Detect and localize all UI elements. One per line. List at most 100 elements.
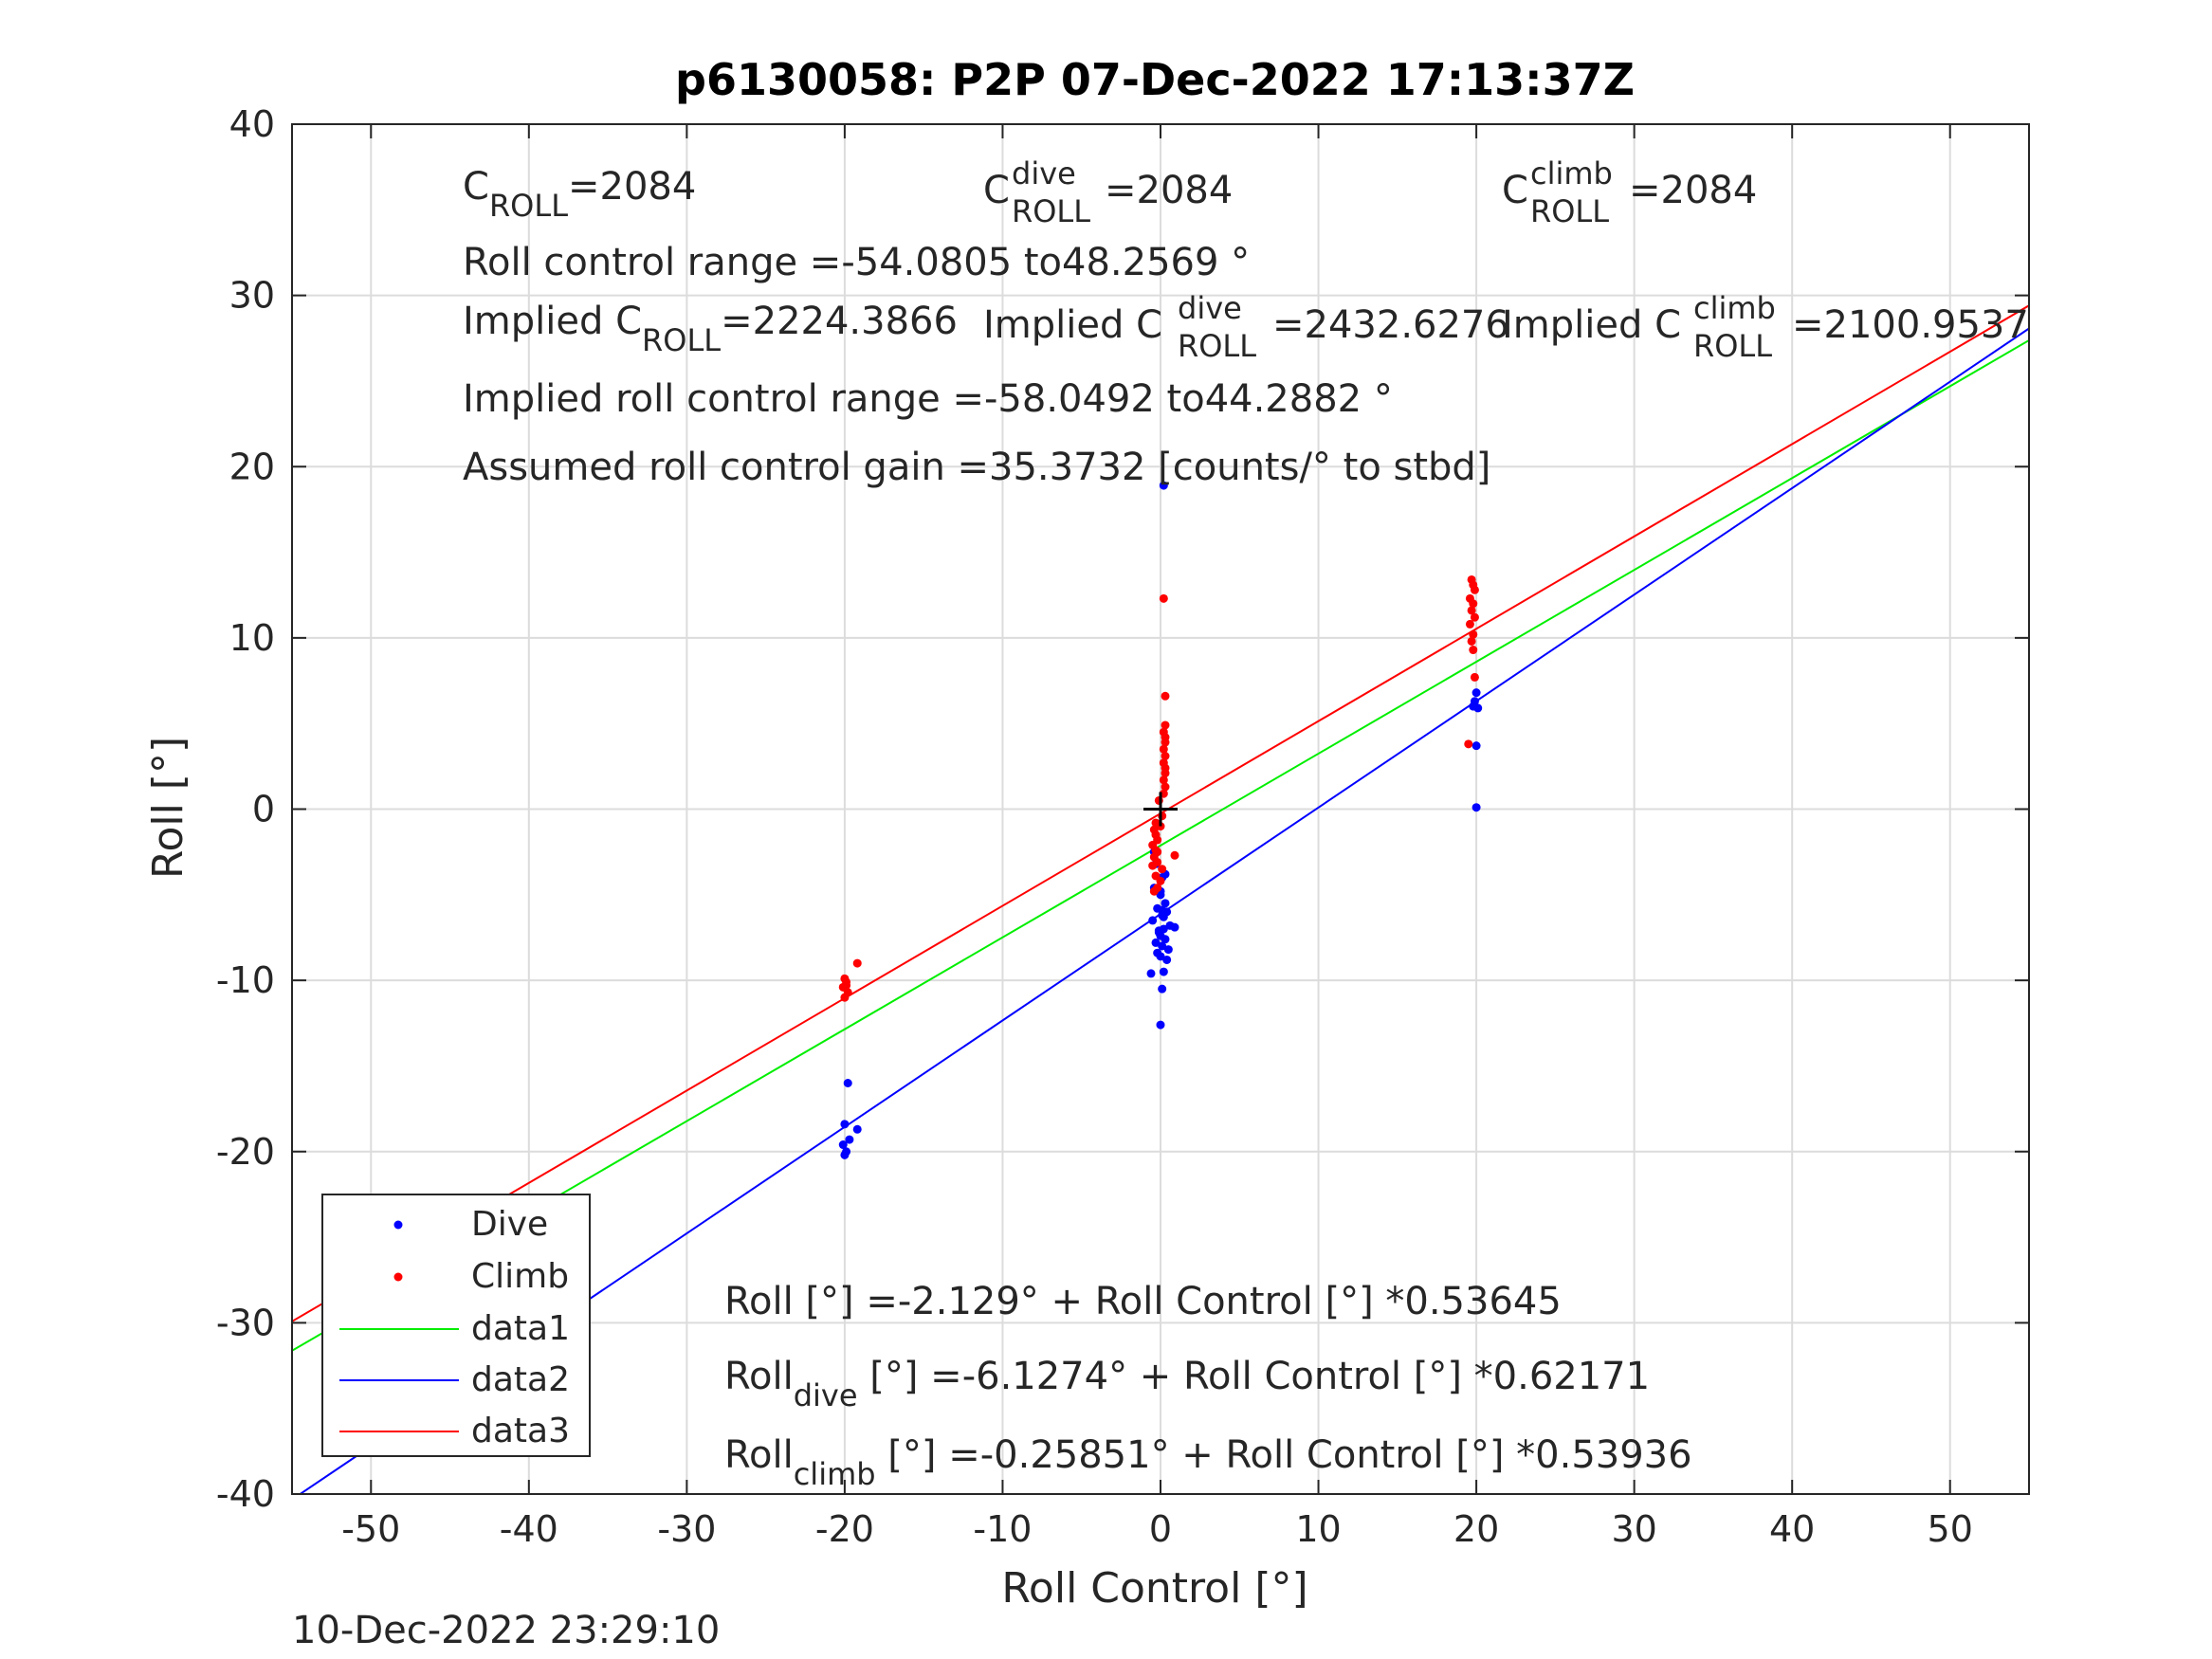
climb-point — [840, 993, 850, 1002]
x-tick-label: 30 — [1611, 1508, 1656, 1550]
climb-point — [1470, 612, 1479, 622]
climb-point — [1159, 744, 1168, 754]
svg-text:climb: climb — [1530, 155, 1613, 191]
dive-point — [1161, 935, 1170, 944]
climb-point — [1161, 691, 1170, 701]
dive-point — [1163, 945, 1173, 955]
legend-label-dive: Dive — [471, 1205, 548, 1244]
legend-label-data3: data3 — [471, 1412, 570, 1450]
y-tick-label: 30 — [229, 275, 275, 317]
climb-point — [1153, 848, 1162, 857]
climb-point — [1159, 593, 1168, 603]
climb-point — [1470, 585, 1479, 594]
climb-point — [1156, 822, 1165, 831]
svg-text:ROLL: ROLL — [1530, 193, 1609, 229]
dive-point — [843, 1079, 852, 1087]
x-tick-labels: -50 -40 -30 -20 -10 0 10 20 30 40 50 — [341, 1508, 1973, 1550]
x-tick-label: -10 — [973, 1508, 1032, 1550]
x-tick-label: -30 — [657, 1508, 716, 1550]
svg-text:dive: dive — [1178, 290, 1242, 326]
climb-point — [1469, 629, 1478, 639]
svg-text:climb: climb — [1693, 290, 1776, 326]
dive-point — [1472, 741, 1481, 751]
y-axis-label: Roll [°] — [144, 737, 192, 879]
dive-point — [1146, 969, 1156, 978]
svg-text:Implied C: Implied C — [983, 303, 1162, 347]
legend-box — [321, 1194, 591, 1457]
x-tick-label: 0 — [1149, 1508, 1172, 1550]
x-tick-label: 10 — [1295, 1508, 1341, 1550]
climb-point — [1148, 861, 1158, 870]
svg-text:C: C — [983, 169, 1010, 212]
fit-equation-dive: Rolldive [°] =-6.1274° + Roll Control [°… — [724, 1355, 1650, 1413]
fit-equation-all: Roll [°] =-2.129° + Roll Control [°] *0.… — [724, 1280, 1562, 1323]
annotation-roll-control-range: Roll control range =-54.0805 to48.2569 ° — [463, 241, 1250, 284]
dive-point — [1159, 481, 1168, 490]
tick-marks — [292, 123, 2029, 1495]
legend-label-data1: data1 — [471, 1309, 570, 1348]
dive-point — [1472, 803, 1481, 812]
y-tick-label: 40 — [229, 103, 275, 145]
svg-text:ROLL: ROLL — [1012, 193, 1090, 229]
annotation-implied-c-roll: Implied CROLL=2224.3866 — [463, 300, 958, 358]
data-points — [838, 481, 1483, 1159]
dive-point — [1158, 905, 1167, 915]
y-tick-label: -30 — [216, 1302, 275, 1343]
svg-text:ROLL: ROLL — [1178, 328, 1256, 364]
dive-point — [838, 1140, 848, 1150]
svg-text:=2084: =2084 — [1105, 169, 1233, 212]
annotation-implied-range: Implied roll control range =-58.0492 to4… — [463, 377, 1393, 421]
climb-point — [1469, 599, 1478, 609]
annotation-c-roll-climb: C climb ROLL =2084 — [1502, 155, 1757, 229]
fit-equation-climb: Rollclimb [°] =-0.25851° + Roll Control … — [724, 1433, 1692, 1492]
dive-point — [1472, 688, 1481, 698]
climb-point — [1469, 646, 1478, 655]
y-tick-labels: -40 -30 -20 -10 0 10 20 30 40 — [216, 103, 275, 1515]
climb-point — [1170, 850, 1179, 860]
climb-point — [1465, 619, 1474, 629]
y-tick-label: 20 — [229, 446, 275, 487]
legend-label-data2: data2 — [471, 1360, 570, 1399]
y-tick-label: -40 — [216, 1473, 275, 1515]
climb-point — [1464, 739, 1473, 749]
annotation-c-roll: CROLL=2084 — [463, 165, 696, 224]
x-tick-label: -20 — [815, 1508, 874, 1550]
svg-text:C: C — [1502, 169, 1528, 212]
annotation-c-roll-dive: C dive ROLL =2084 — [983, 155, 1233, 229]
climb-point — [1161, 782, 1170, 792]
legend-label-climb: Climb — [471, 1257, 569, 1296]
x-tick-label: 40 — [1769, 1508, 1815, 1550]
y-tick-label: 10 — [229, 617, 275, 659]
dive-point — [840, 1120, 850, 1129]
svg-text:=2432.6276: =2432.6276 — [1272, 303, 1509, 347]
svg-text:Implied C: Implied C — [1502, 303, 1681, 347]
y-tick-label: 0 — [252, 789, 275, 830]
dive-point — [1162, 955, 1172, 964]
climb-point — [1467, 606, 1476, 615]
dive-point — [1470, 697, 1479, 706]
legend-symbol-dive — [393, 1220, 403, 1230]
y-tick-label: -20 — [216, 1131, 275, 1173]
climb-point — [852, 958, 862, 968]
x-axis-label: Roll Control [°] — [1001, 1564, 1307, 1613]
svg-text:=2100.9537: =2100.9537 — [1792, 303, 2029, 347]
dive-point — [1170, 922, 1179, 932]
climb-point — [1161, 752, 1170, 761]
x-tick-label: -40 — [500, 1508, 558, 1550]
climb-point — [1156, 876, 1165, 885]
climb-point — [1158, 865, 1167, 874]
climb-point — [1149, 886, 1159, 896]
climb-point — [1161, 769, 1170, 778]
dive-point — [1148, 916, 1158, 925]
dive-point — [1156, 952, 1165, 961]
climb-point — [842, 981, 851, 991]
climb-point — [1159, 775, 1168, 785]
dive-point — [852, 1124, 862, 1134]
dive-point — [845, 1135, 854, 1144]
dive-point — [840, 1150, 850, 1159]
legend-symbol-climb — [393, 1272, 403, 1282]
y-tick-label: -10 — [216, 959, 275, 1001]
dive-point — [1159, 967, 1168, 976]
annotation-implied-c-roll-dive: Implied C dive ROLL =2432.6276 — [983, 290, 1509, 364]
